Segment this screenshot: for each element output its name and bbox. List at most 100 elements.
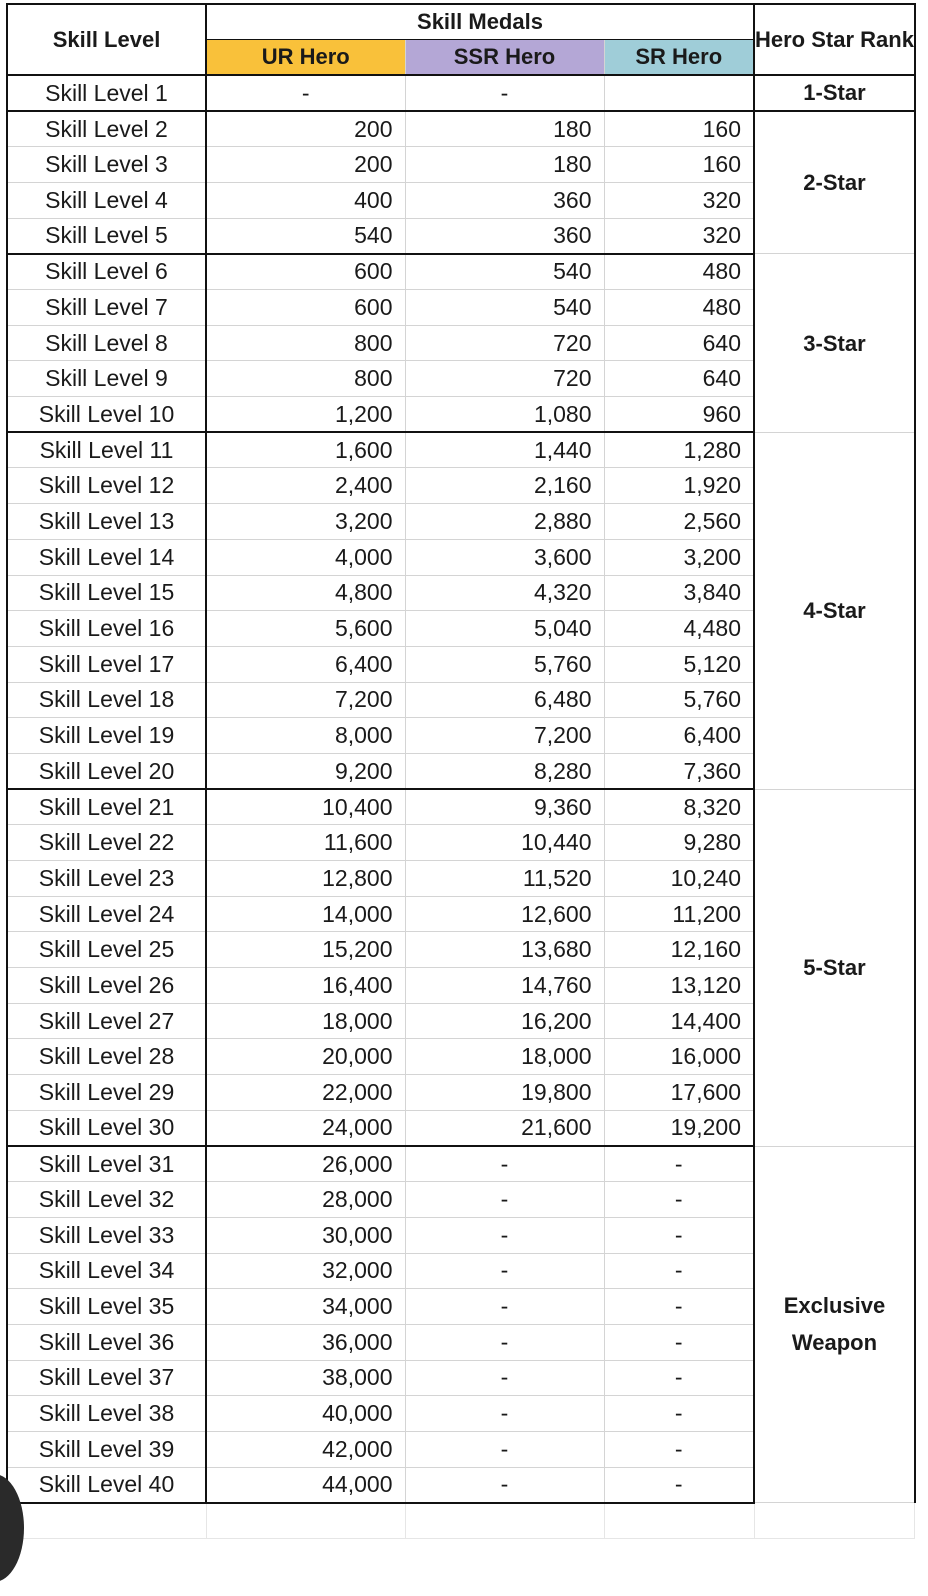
ssr-medals-cell[interactable]: - <box>404 1145 605 1183</box>
header-ssr-hero[interactable]: SSR Hero <box>404 39 605 77</box>
ssr-medals-cell[interactable]: 19,800 <box>404 1074 605 1111</box>
ssr-medals-cell[interactable]: 7,200 <box>404 717 605 754</box>
ssr-medals-cell[interactable]: 720 <box>404 360 605 398</box>
sr-medals-cell[interactable]: 2,560 <box>603 503 755 540</box>
sr-medals-cell[interactable]: 6,400 <box>603 717 755 754</box>
ur-medals-cell[interactable]: 5,600 <box>205 610 406 647</box>
sr-medals-cell[interactable]: 160 <box>603 146 755 183</box>
skill-level-cell[interactable]: Skill Level 12 <box>6 467 207 505</box>
skill-level-cell[interactable]: Skill Level 13 <box>6 503 207 540</box>
ur-medals-cell[interactable]: 3,200 <box>205 503 406 540</box>
ssr-medals-cell[interactable]: - <box>404 1431 605 1468</box>
sr-medals-cell[interactable]: - <box>603 1323 755 1361</box>
ur-medals-cell[interactable]: 14,000 <box>205 895 406 933</box>
ssr-medals-cell[interactable]: 12,600 <box>404 895 605 933</box>
skill-level-cell[interactable]: Skill Level 1 <box>6 74 207 113</box>
ssr-medals-cell[interactable]: 11,520 <box>404 860 605 897</box>
sr-medals-cell[interactable]: - <box>603 1431 755 1468</box>
ur-medals-cell[interactable]: 10,400 <box>205 788 406 826</box>
skill-level-cell[interactable]: Skill Level 35 <box>6 1288 207 1325</box>
empty-cell[interactable] <box>753 1502 916 1540</box>
skill-level-cell[interactable]: Skill Level 36 <box>6 1323 207 1361</box>
header-ur-hero[interactable]: UR Hero <box>205 39 406 77</box>
ssr-medals-cell[interactable]: - <box>404 1216 605 1254</box>
star-rank-cell[interactable]: Exclusive Weapon <box>753 1145 916 1504</box>
ssr-medals-cell[interactable]: - <box>404 1395 605 1432</box>
ur-medals-cell[interactable]: 1,600 <box>205 431 406 469</box>
ur-medals-cell[interactable]: 16,400 <box>205 967 406 1004</box>
ur-medals-cell[interactable]: 540 <box>205 217 406 255</box>
ur-medals-cell[interactable]: 800 <box>205 324 406 362</box>
sr-medals-cell[interactable]: 8,320 <box>603 788 755 826</box>
ssr-medals-cell[interactable]: 10,440 <box>404 824 605 861</box>
ssr-medals-cell[interactable]: 720 <box>404 324 605 362</box>
ssr-medals-cell[interactable]: 6,480 <box>404 681 605 719</box>
sr-medals-cell[interactable]: 14,400 <box>603 1002 755 1040</box>
ssr-medals-cell[interactable]: 3,600 <box>404 538 605 576</box>
ur-medals-cell[interactable]: 22,000 <box>205 1074 406 1111</box>
ssr-medals-cell[interactable]: - <box>404 1181 605 1218</box>
skill-level-cell[interactable]: Skill Level 39 <box>6 1431 207 1468</box>
skill-level-cell[interactable]: Skill Level 11 <box>6 431 207 469</box>
ssr-medals-cell[interactable]: 16,200 <box>404 1002 605 1040</box>
ssr-medals-cell[interactable]: 5,040 <box>404 610 605 647</box>
skill-level-cell[interactable]: Skill Level 14 <box>6 538 207 576</box>
empty-cell[interactable] <box>603 1502 755 1540</box>
sr-medals-cell[interactable]: 3,840 <box>603 574 755 612</box>
sr-medals-cell[interactable]: 640 <box>603 360 755 398</box>
skill-level-cell[interactable]: Skill Level 15 <box>6 574 207 612</box>
sr-medals-cell[interactable] <box>603 74 755 113</box>
ur-medals-cell[interactable]: 18,000 <box>205 1002 406 1040</box>
skill-level-cell[interactable]: Skill Level 40 <box>6 1466 207 1504</box>
sr-medals-cell[interactable]: - <box>603 1145 755 1183</box>
sr-medals-cell[interactable]: 13,120 <box>603 967 755 1004</box>
skill-level-cell[interactable]: Skill Level 3 <box>6 146 207 183</box>
ur-medals-cell[interactable]: 36,000 <box>205 1323 406 1361</box>
ur-medals-cell[interactable]: 9,200 <box>205 752 406 791</box>
ssr-medals-cell[interactable]: 2,160 <box>404 467 605 505</box>
skill-level-cell[interactable]: Skill Level 6 <box>6 253 207 290</box>
skill-level-cell[interactable]: Skill Level 20 <box>6 752 207 791</box>
ssr-medals-cell[interactable]: 1,080 <box>404 396 605 434</box>
skill-level-cell[interactable]: Skill Level 29 <box>6 1074 207 1111</box>
skill-level-cell[interactable]: Skill Level 8 <box>6 324 207 362</box>
ssr-medals-cell[interactable]: 18,000 <box>404 1038 605 1076</box>
skill-level-cell[interactable]: Skill Level 2 <box>6 110 207 148</box>
skill-level-cell[interactable]: Skill Level 25 <box>6 931 207 969</box>
header-sr-hero[interactable]: SR Hero <box>603 39 755 77</box>
ur-medals-cell[interactable]: 40,000 <box>205 1395 406 1432</box>
ur-medals-cell[interactable]: 4,000 <box>205 538 406 576</box>
ur-medals-cell[interactable]: 6,400 <box>205 645 406 683</box>
ur-medals-cell[interactable]: 32,000 <box>205 1252 406 1290</box>
skill-level-cell[interactable]: Skill Level 4 <box>6 181 207 219</box>
sr-medals-cell[interactable]: 16,000 <box>603 1038 755 1076</box>
sr-medals-cell[interactable]: 7,360 <box>603 752 755 791</box>
ur-medals-cell[interactable]: 38,000 <box>205 1359 406 1397</box>
skill-level-cell[interactable]: Skill Level 21 <box>6 788 207 826</box>
ur-medals-cell[interactable]: 24,000 <box>205 1109 406 1147</box>
ssr-medals-cell[interactable]: 360 <box>404 217 605 255</box>
ssr-medals-cell[interactable]: 540 <box>404 289 605 326</box>
ssr-medals-cell[interactable]: 2,880 <box>404 503 605 540</box>
ur-medals-cell[interactable]: 200 <box>205 146 406 183</box>
sr-medals-cell[interactable]: 3,200 <box>603 538 755 576</box>
ssr-medals-cell[interactable]: 13,680 <box>404 931 605 969</box>
ssr-medals-cell[interactable]: - <box>404 1252 605 1290</box>
empty-cell[interactable] <box>6 1502 207 1540</box>
skill-level-cell[interactable]: Skill Level 18 <box>6 681 207 719</box>
sr-medals-cell[interactable]: 320 <box>603 181 755 219</box>
ssr-medals-cell[interactable]: 1,440 <box>404 431 605 469</box>
skill-level-cell[interactable]: Skill Level 22 <box>6 824 207 861</box>
sr-medals-cell[interactable]: 4,480 <box>603 610 755 647</box>
star-rank-cell[interactable]: 3-Star <box>753 253 916 433</box>
star-rank-cell[interactable]: 2-Star <box>753 110 916 255</box>
ur-medals-cell[interactable]: 28,000 <box>205 1181 406 1218</box>
ur-medals-cell[interactable]: 42,000 <box>205 1431 406 1468</box>
ur-medals-cell[interactable]: 30,000 <box>205 1216 406 1254</box>
ur-medals-cell[interactable]: 4,800 <box>205 574 406 612</box>
ur-medals-cell[interactable]: 800 <box>205 360 406 398</box>
sr-medals-cell[interactable]: 640 <box>603 324 755 362</box>
ssr-medals-cell[interactable]: - <box>404 1359 605 1397</box>
sr-medals-cell[interactable]: 5,760 <box>603 681 755 719</box>
ssr-medals-cell[interactable]: 9,360 <box>404 788 605 826</box>
